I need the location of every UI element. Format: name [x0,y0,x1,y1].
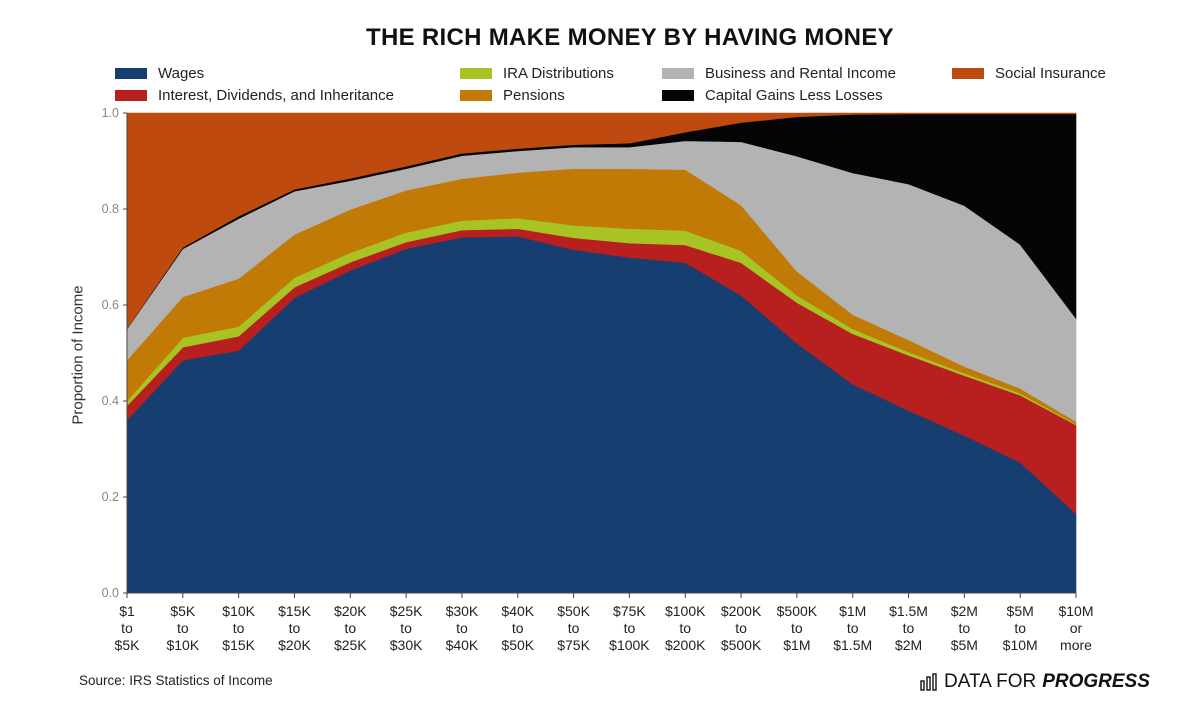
y-tick-label: 0.4 [102,394,119,408]
x-tick-label: $10K to $15K [222,603,255,653]
y-tick-label: 0.6 [102,298,119,312]
legend-item-interest: Interest, Dividends, and Inheritance [115,87,394,104]
legend-label-pensions: Pensions [503,87,565,104]
x-tick-label: $1.5M to $2M [889,603,928,653]
y-tick-label: 0.8 [102,202,119,216]
legend-label-ira: IRA Distributions [503,65,614,82]
legend-swatch-wages [115,68,147,79]
x-tick-label: $200K to $500K [721,603,762,653]
brand-text-left: DATA FOR [944,671,1037,692]
legend-item-ira: IRA Distributions [460,65,614,82]
y-tick-label: 0.0 [102,586,119,600]
y-tick-label: 0.2 [102,490,119,504]
legend-swatch-ira [460,68,492,79]
area-social-insurance [126,112,1077,330]
brand-text-right: PROGRESS [1042,671,1150,692]
x-tick-label: $10M or more [1058,603,1093,653]
x-tick-label: $15K to $20K [278,603,311,653]
legend-label-capital-gains: Capital Gains Less Losses [705,87,883,104]
x-tick-label: $500K to $1M [777,603,818,653]
brand-logo: DATA FOR PROGRESS [920,671,1150,693]
legend: Wages Interest, Dividends, and Inheritan… [0,0,1200,110]
x-tick-label: $25K to $30K [390,603,423,653]
source-note: Source: IRS Statistics of Income [79,673,273,688]
chart-title: THE RICH MAKE MONEY BY HAVING MONEY [366,24,894,51]
x-tick-label: $2M to $5M [951,603,978,653]
legend-label-wages: Wages [158,65,205,82]
legend-item-wages: Wages [115,65,204,82]
x-tick-label: $20K to $25K [334,603,367,653]
legend-swatch-business [662,68,694,79]
x-tick-label: $30K to $40K [446,603,479,653]
x-tick-label: $40K to $50K [501,603,534,653]
legend-label-social-insurance: Social Insurance [995,65,1106,82]
x-tick-label: $5M to $10M [1003,603,1038,653]
axes: 0.0 0.2 0.4 0.6 0.8 1.0 $1 to $5K $5K to $10K $10K to… [102,106,1094,653]
legend-label-business: Business and Rental Income [705,65,896,82]
legend-item-pensions: Pensions [460,87,565,104]
legend-swatch-capital-gains [662,90,694,101]
legend-item-business: Business and Rental Income [662,65,896,82]
y-tick-label: 1.0 [102,106,119,120]
legend-item-capital-gains: Capital Gains Less Losses [662,87,883,104]
area-layers [126,112,1077,594]
x-tick-label: $100K to $200K [665,603,706,653]
x-tick-label: $5K to $10K [166,603,199,653]
legend-swatch-pensions [460,90,492,101]
x-tick-label: $75K to $100K [609,603,650,653]
bar-chart-icon [920,673,937,691]
x-tick-label: $1 to $5K [115,603,141,653]
legend-swatch-social-insurance [952,68,984,79]
legend-label-interest: Interest, Dividends, and Inheritance [158,87,394,104]
legend-swatch-interest [115,90,147,101]
legend-item-social-insurance: Social Insurance [952,65,1106,82]
x-tick-label: $50K to $75K [557,603,590,653]
x-tick-label: $1M to $1.5M [833,603,872,653]
